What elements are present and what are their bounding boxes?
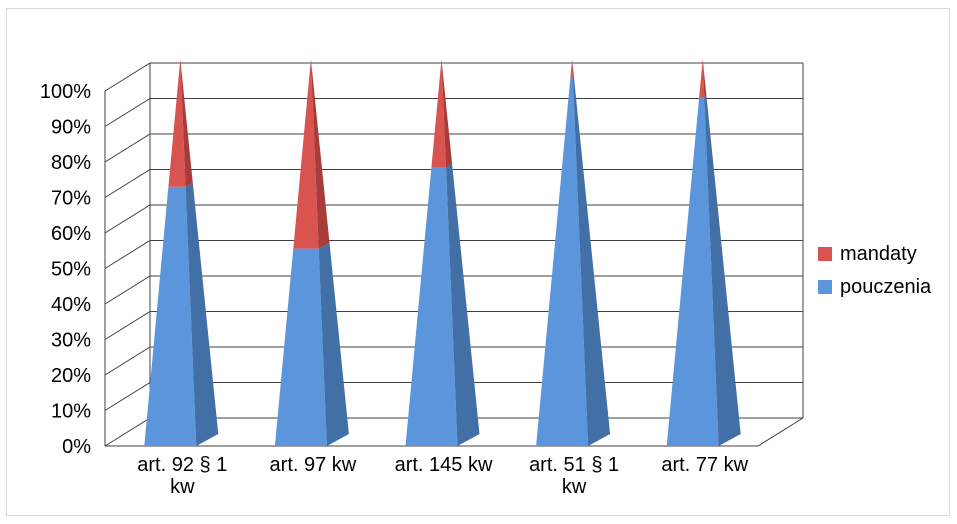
y-tick-label: 80% (51, 152, 91, 174)
y-tick-label: 30% (51, 330, 91, 352)
x-category-label: art. 97 kw (270, 454, 357, 476)
y-tick-label: 90% (51, 117, 91, 139)
x-category-label: art. 145 kw (395, 454, 493, 476)
pyramid-side-pouczenia (185, 182, 219, 446)
y-tick-label: 0% (62, 436, 91, 458)
pyramid-side-mandaty (310, 59, 330, 249)
pyramid-segment-pouczenia (536, 78, 589, 447)
pyramid-segment-pouczenia (666, 97, 719, 446)
pyramid-side-mandaty (702, 59, 707, 98)
gridline (104, 98, 803, 127)
pyramid-side-pouczenia (572, 77, 611, 447)
pyramid-side-pouczenia (446, 164, 480, 446)
pyramid-side-mandaty (180, 59, 193, 187)
pyramid-segment-pouczenia (144, 186, 197, 446)
legend-label-pouczenia: pouczenia (840, 276, 932, 298)
x-category-label: kw (170, 476, 195, 498)
y-tick-label: 50% (51, 259, 91, 281)
pyramid-segment-pouczenia (405, 167, 458, 446)
x-category-label: art. 77 kw (661, 454, 748, 476)
pyramid-segment-mandaty (699, 59, 705, 98)
legend-label-mandaty: mandaty (840, 243, 917, 265)
y-tick-label: 10% (51, 401, 91, 423)
y-tick-label: 40% (51, 294, 91, 316)
pyramid-side-pouczenia (704, 96, 741, 446)
legend-swatch-pouczenia (818, 280, 832, 294)
pyramid-side-mandaty (572, 59, 574, 79)
pyramid-segment-mandaty (570, 59, 573, 79)
y-tick-label: 70% (51, 188, 91, 210)
gridline (104, 133, 803, 163)
gridline (104, 62, 803, 92)
pyramid-segment-mandaty (431, 59, 446, 168)
pyramid-side-pouczenia (318, 242, 349, 446)
pyramid-segment-mandaty (293, 59, 319, 249)
x-category-label: art. 51 § 1 (529, 454, 619, 476)
gridline (104, 169, 803, 198)
legend-swatch-mandaty (818, 247, 832, 261)
y-tick-label: 20% (51, 365, 91, 387)
x-category-label: kw (562, 476, 587, 498)
y-tick-label: 100% (40, 81, 91, 103)
pyramid-segment-mandaty (168, 59, 186, 187)
x-category-label: art. 92 § 1 (137, 454, 227, 476)
y-tick-label: 60% (51, 223, 91, 245)
pyramid-side-mandaty (441, 59, 453, 168)
pyramid-segment-pouczenia (274, 248, 327, 446)
